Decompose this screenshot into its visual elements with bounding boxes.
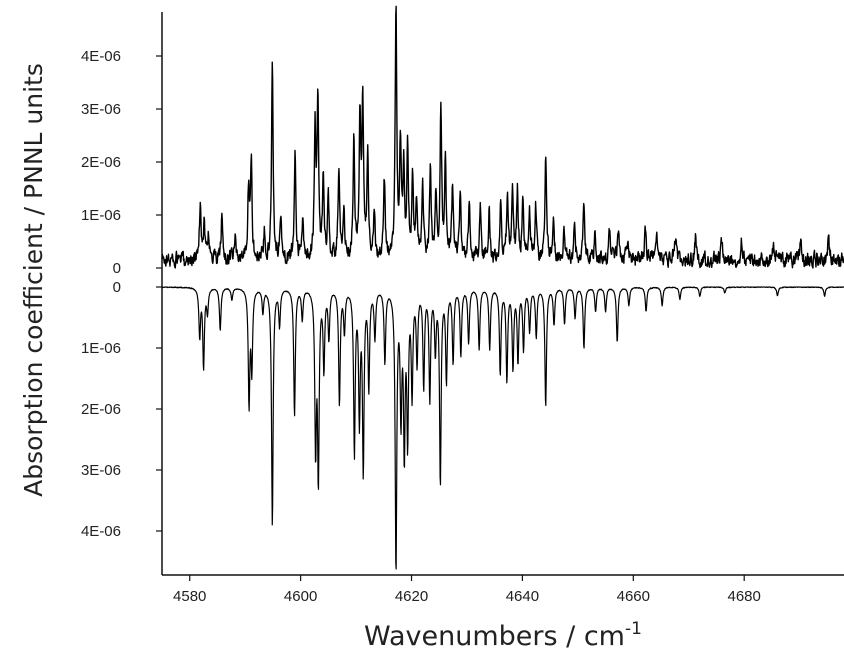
- y-tick-label: 4E-06: [81, 48, 121, 65]
- x-axis-title-exponent: -1: [625, 619, 642, 639]
- x-tick-label: 4680: [728, 588, 761, 605]
- lower-y-axis: 0 1E-06 2E-06 3E-06 4E-06: [81, 279, 162, 540]
- y-tick-label: 4E-06: [81, 523, 121, 540]
- y-tick-label: 3E-06: [81, 101, 121, 118]
- y-tick-label: 2E-06: [81, 154, 121, 171]
- x-axis-title-text: Wavenumbers / cm: [364, 621, 625, 652]
- y-axis-title: Absorption coefficient / PNNL units: [19, 63, 48, 497]
- upper-y-axis: 0 1E-06 2E-06 3E-06 4E-06: [81, 48, 162, 277]
- x-tick-label: 4660: [617, 588, 650, 605]
- lower-spectrum-trace: [161, 286, 844, 570]
- y-tick-label: 1E-06: [81, 340, 121, 357]
- x-tick-label: 4580: [173, 588, 206, 605]
- y-tick-label: 0: [113, 279, 121, 296]
- x-axis-title: Wavenumbers / cm-1: [364, 619, 642, 652]
- y-tick-label: 0: [113, 260, 121, 277]
- x-axis: 4580 4600 4620 4640 4660 4680: [173, 575, 761, 605]
- y-tick-label: 1E-06: [81, 207, 121, 224]
- y-tick-label: 3E-06: [81, 462, 121, 479]
- x-tick-label: 4640: [506, 588, 539, 605]
- x-tick-label: 4600: [284, 588, 317, 605]
- x-tick-label: 4620: [395, 588, 428, 605]
- y-tick-label: 2E-06: [81, 401, 121, 418]
- upper-spectrum-trace: [161, 5, 844, 269]
